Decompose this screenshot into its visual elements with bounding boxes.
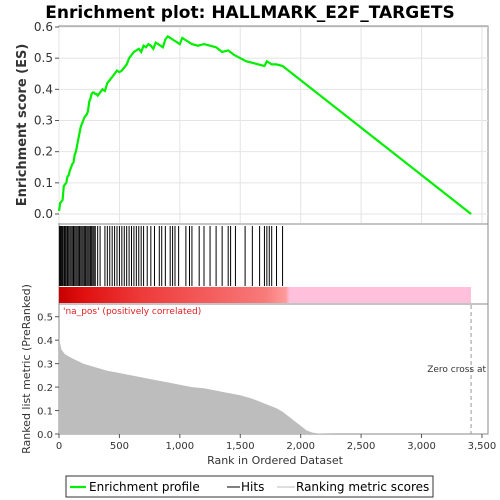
es-y-tick-label: 0.6 — [34, 20, 53, 34]
chart-title: Enrichment plot: HALLMARK_E2F_TARGETS — [45, 3, 454, 23]
hits-panel — [58, 223, 489, 305]
es-panel-frame — [58, 25, 489, 225]
metric-y-axis-label: Ranked list metric (PreRanked) — [20, 284, 33, 454]
legend: Enrichment profile Hits Ranking metric s… — [65, 475, 434, 498]
x-tick-label: 1,500 — [226, 441, 255, 452]
metric-x-ticks: 0 500 1,000 1,500 2,000 2,500 3,000 3,500 — [56, 434, 496, 452]
es-panel: 0.0 0.1 0.2 0.3 0.4 0.5 0.6 Enrichment score (… — [15, 20, 489, 225]
enrichment-profile-line — [57, 34, 472, 215]
legend-profile-label: Enrichment profile — [89, 480, 200, 494]
metric-y-tick-label: 0.4 — [37, 336, 53, 347]
es-y-tick-label: 0.4 — [34, 82, 53, 96]
x-tick-label: 1,000 — [166, 441, 195, 452]
zero-cross-label: Zero cross at — [427, 365, 486, 375]
metric-y-tick-label: 0.2 — [37, 383, 53, 394]
x-tick-label: 3,500 — [468, 441, 497, 452]
x-tick-label: 0 — [56, 441, 62, 452]
metric-y-tick-label: 0.0 — [37, 430, 53, 441]
metric-y-ticks: 0.0 0.1 0.2 0.3 0.4 0.5 — [37, 313, 59, 441]
metric-panel: Zero cross at 'na_pos' (positively corre… — [20, 284, 496, 467]
metric-y-tick-label: 0.5 — [37, 313, 53, 324]
x-tick-label: 3,000 — [407, 441, 436, 452]
es-y-tick-label: 0.0 — [34, 207, 53, 221]
es-y-tick-label: 0.3 — [34, 114, 53, 128]
es-y-tick-label: 0.2 — [34, 145, 53, 159]
hit-lines — [59, 226, 284, 286]
metric-y-tick-label: 0.1 — [37, 407, 53, 418]
rank-color-bar — [59, 287, 471, 303]
x-tick-label: 2,000 — [286, 441, 315, 452]
metric-y-tick-label: 0.3 — [37, 360, 53, 371]
es-y-tick-label: 0.1 — [34, 176, 53, 190]
ranking-metric-area — [59, 337, 470, 434]
es-y-ticks: 0.0 0.1 0.2 0.3 0.4 0.5 0.6 — [34, 20, 59, 221]
es-y-axis-label: Enrichment score (ES) — [15, 44, 30, 207]
x-tick-label: 500 — [110, 441, 129, 452]
legend-hits-label: Hits — [241, 480, 264, 494]
positive-correlation-label: 'na_pos' (positively correlated) — [63, 307, 201, 317]
es-y-tick-label: 0.5 — [34, 51, 53, 65]
x-axis-label: Rank in Ordered Dataset — [207, 454, 344, 467]
legend-metric-label: Ranking metric scores — [296, 480, 429, 494]
legend-box — [65, 475, 434, 498]
x-tick-label: 2,500 — [347, 441, 376, 452]
